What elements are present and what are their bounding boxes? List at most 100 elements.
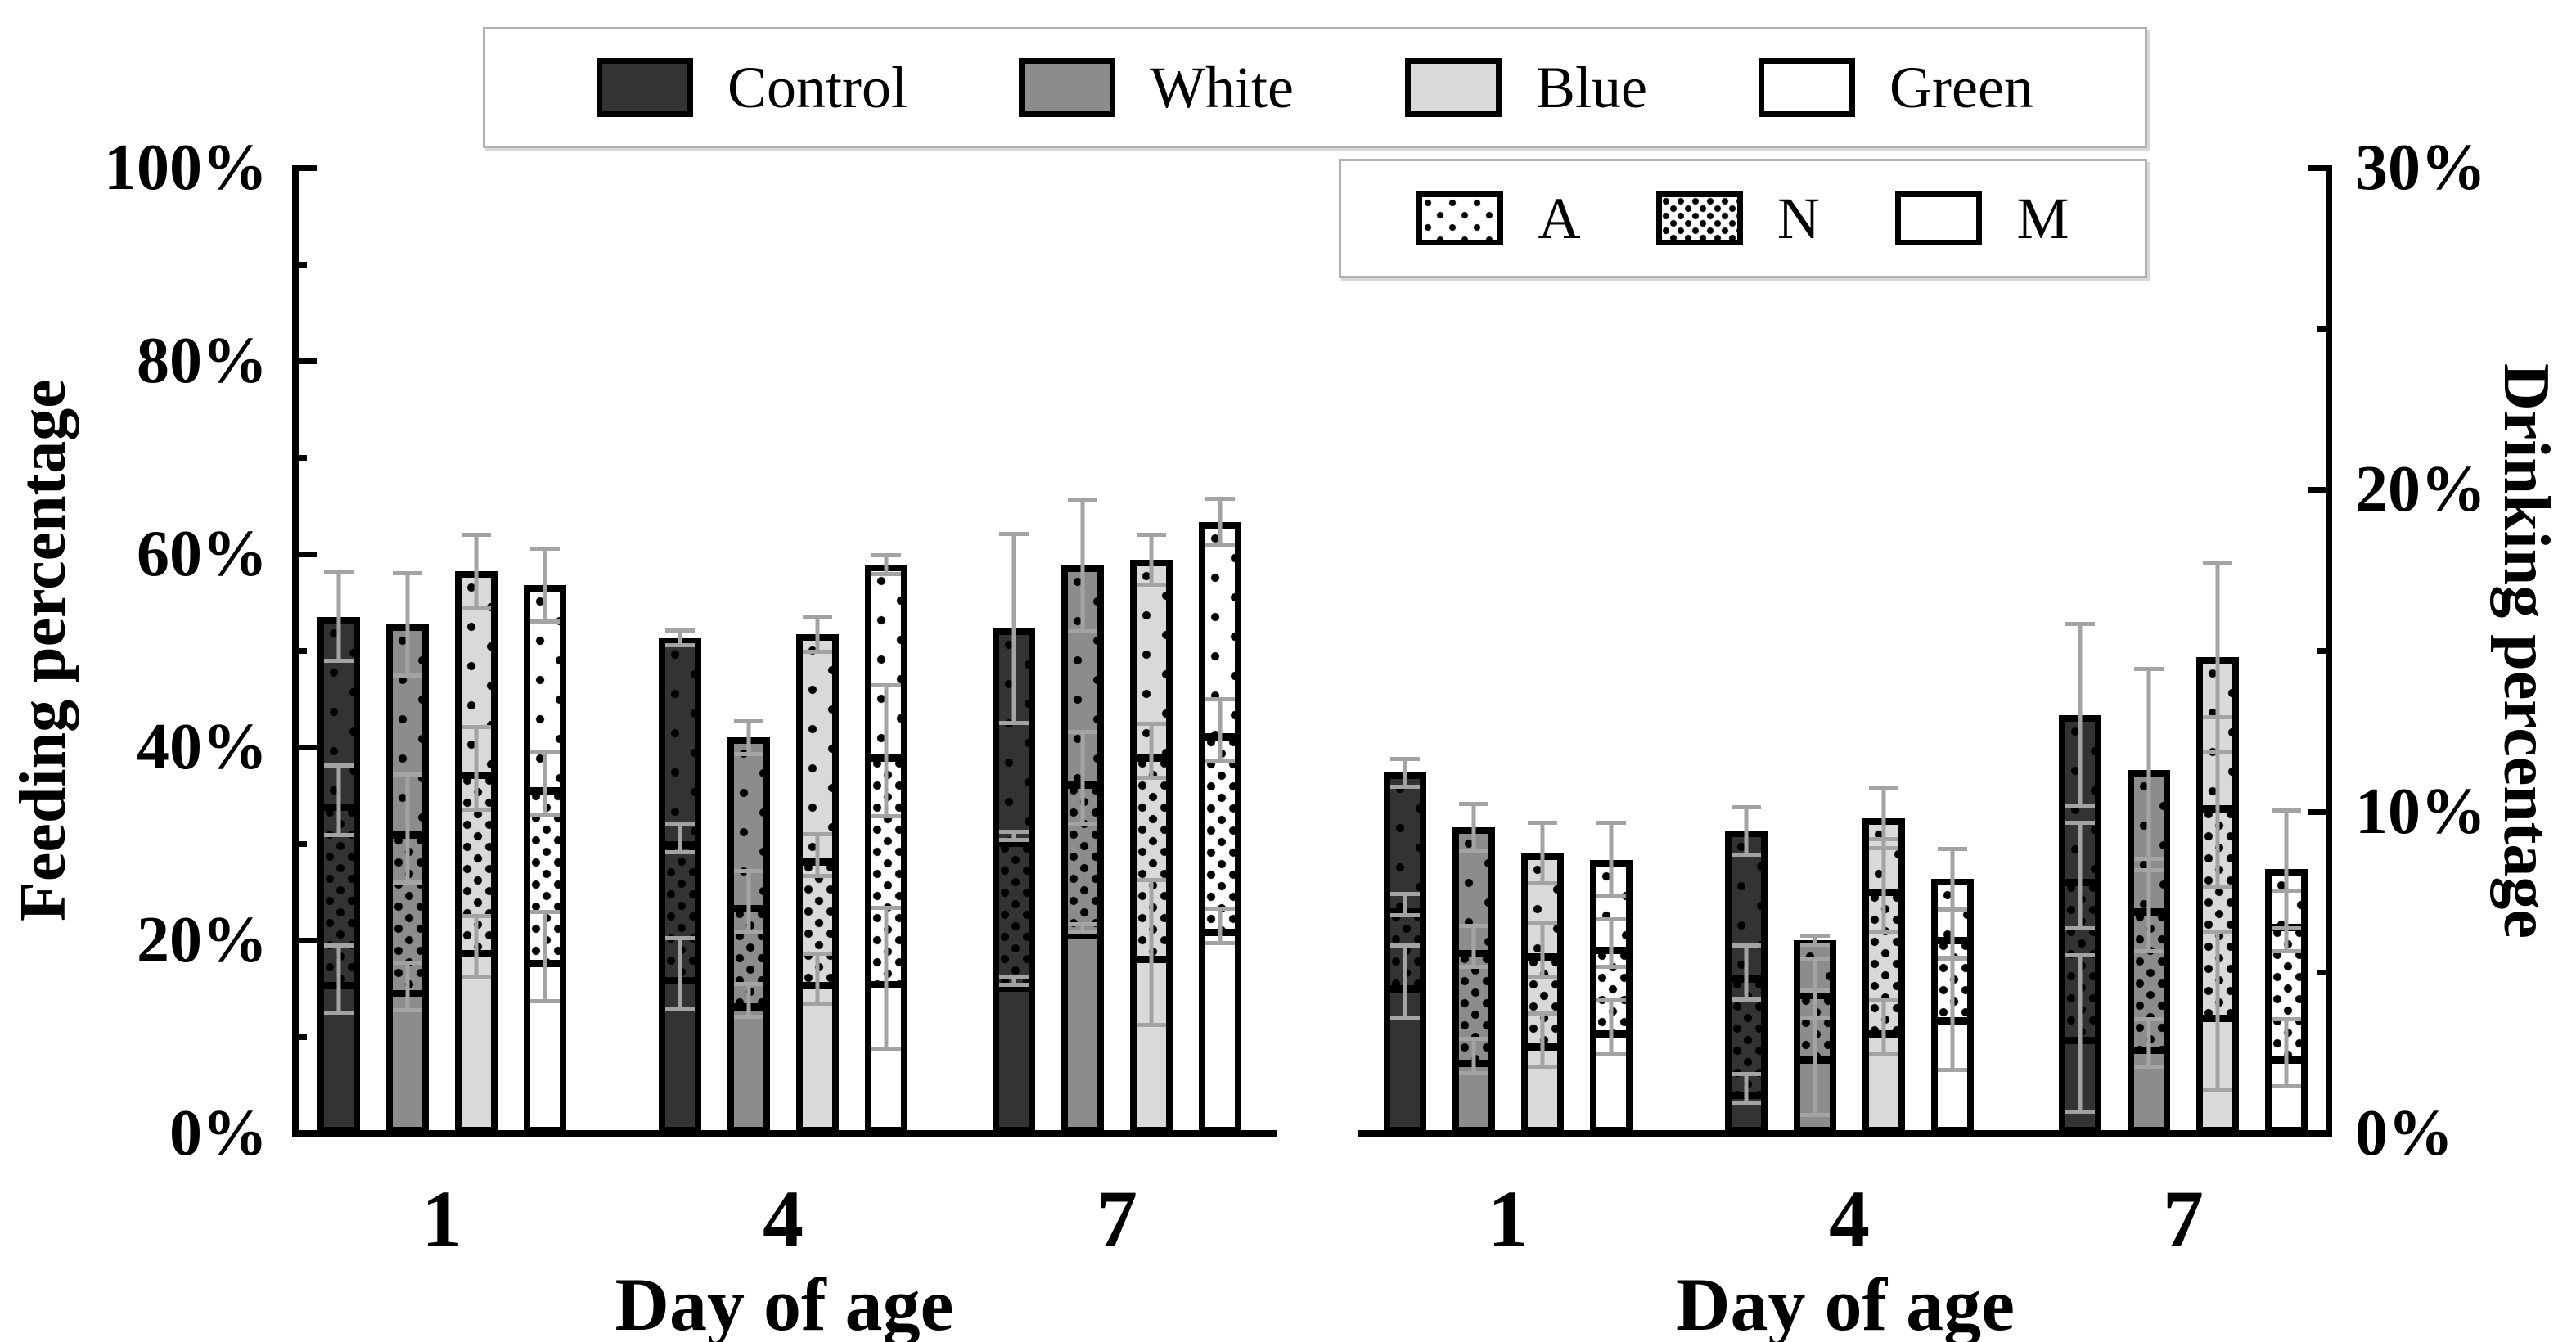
error-bar-stem	[543, 914, 547, 999]
error-bar-stem	[2284, 1021, 2289, 1084]
legend-label: Control	[727, 55, 908, 120]
y-tick-label: 80%	[137, 325, 268, 397]
x-tick-label-day1: 1	[1488, 1173, 1529, 1264]
y-axis-title-feeding: Feeding percentage	[7, 379, 79, 922]
segment-a	[803, 640, 832, 862]
error-bar	[734, 718, 763, 756]
error-bar	[1732, 1072, 1761, 1105]
error-bar	[1137, 722, 1166, 781]
error-bar-stem	[884, 687, 889, 815]
error-bar	[1068, 921, 1097, 934]
error-bar-stem	[2215, 718, 2220, 885]
control-swatch-icon	[597, 58, 694, 117]
pattern-m-swatch-icon	[1895, 191, 1983, 245]
error-bar	[1528, 1011, 1557, 1070]
error-bar	[1205, 696, 1235, 763]
y-minor-tick	[292, 455, 307, 461]
error-bar	[462, 914, 491, 980]
error-bar	[324, 570, 354, 664]
error-bar-stem	[884, 909, 889, 1047]
error-bar	[734, 868, 763, 934]
x-axis-line	[292, 1130, 1277, 1137]
error-bar-stem	[815, 956, 820, 1002]
error-bar-stem	[1471, 928, 1476, 966]
error-bar-stem	[2078, 625, 2083, 804]
error-bar	[1459, 1037, 1488, 1076]
error-bar-stem	[1540, 925, 1545, 975]
error-bar	[2134, 1017, 2164, 1070]
error-bar	[1596, 821, 1626, 898]
error-bar-stem	[1011, 535, 1016, 721]
error-bar	[1390, 892, 1420, 918]
error-bar-stem	[884, 556, 889, 573]
stacked-bar-white-day7	[1061, 565, 1104, 1133]
error-bar-stem	[678, 632, 682, 644]
error-bar-stem	[678, 940, 682, 1008]
y-major-tick	[292, 552, 317, 557]
error-bar	[1068, 498, 1097, 633]
error-bar	[2065, 621, 2095, 808]
error-bar	[871, 683, 901, 819]
error-bar	[1732, 804, 1761, 857]
plot-panel-right: 0% 10% 20% 30% 1 4 7	[1358, 132, 2486, 1260]
x-tick-label-day4: 4	[763, 1173, 804, 1264]
error-bar	[803, 615, 832, 654]
error-bar	[1390, 756, 1420, 790]
error-bar-stem	[815, 619, 820, 650]
error-bar-stem	[1744, 808, 1749, 853]
segment-boundary	[999, 984, 1029, 992]
error-bar-stem	[543, 754, 547, 814]
y-major-tick	[2308, 487, 2332, 493]
error-bar	[1390, 943, 1420, 1021]
error-bar-stem	[405, 575, 410, 674]
error-bar	[871, 552, 901, 577]
error-bar-stem	[1540, 825, 1545, 882]
error-bar	[2134, 856, 2164, 953]
stacked-bar-white-day1	[1452, 827, 1495, 1133]
error-bar	[2134, 666, 2164, 873]
x-axis-title-left: Day of age	[615, 1263, 954, 1342]
error-bar	[1938, 907, 1967, 960]
error-bar-stem	[2078, 825, 2083, 927]
error-bar	[1938, 846, 1967, 912]
pattern-n-swatch-icon	[1655, 191, 1743, 245]
stacked-bar-blue-day1	[1521, 853, 1564, 1133]
x-axis-line	[1358, 1130, 2332, 1137]
error-bar	[1869, 837, 1898, 934]
error-bar-stem	[474, 918, 479, 976]
error-bar-stem	[1218, 910, 1223, 941]
error-bar-stem	[746, 985, 751, 1015]
error-bar-stem	[1813, 938, 1817, 943]
y-tick-label: 20%	[137, 904, 268, 976]
legend-label: Blue	[1536, 55, 1648, 120]
y-major-tick	[292, 358, 317, 364]
y-minor-tick	[292, 648, 307, 654]
error-bar-stem	[1950, 912, 1955, 956]
y-minor-tick	[292, 262, 307, 268]
stacked-bar-blue-day4	[796, 633, 839, 1133]
y-minor-tick	[292, 1034, 307, 1040]
error-bar	[530, 910, 560, 1003]
error-bar-stem	[543, 550, 547, 619]
stacked-bar-green-day7	[1199, 522, 1241, 1133]
error-bar-stem	[1609, 825, 1614, 894]
error-bar-stem	[1403, 760, 1407, 786]
error-bar	[1137, 533, 1166, 588]
error-bar-stem	[1540, 1015, 1545, 1065]
y-tick-label: 20%	[2355, 453, 2486, 526]
error-bar-stem	[1149, 537, 1154, 583]
error-bar-stem	[2215, 934, 2220, 1088]
error-bar-stem	[1609, 921, 1614, 966]
y-tick-label: 0%	[169, 1097, 268, 1169]
error-bar	[324, 943, 354, 1015]
legend-item-white: White	[1019, 58, 1294, 117]
error-bar-stem	[678, 825, 682, 850]
error-bar-stem	[1403, 947, 1407, 1017]
error-bar	[393, 960, 422, 1013]
legend-item-green: Green	[1759, 58, 2033, 117]
error-bar	[1528, 821, 1557, 886]
error-bar-stem	[1881, 841, 1886, 930]
error-bar	[665, 936, 695, 1012]
error-bar-stem	[1881, 1002, 1886, 1052]
